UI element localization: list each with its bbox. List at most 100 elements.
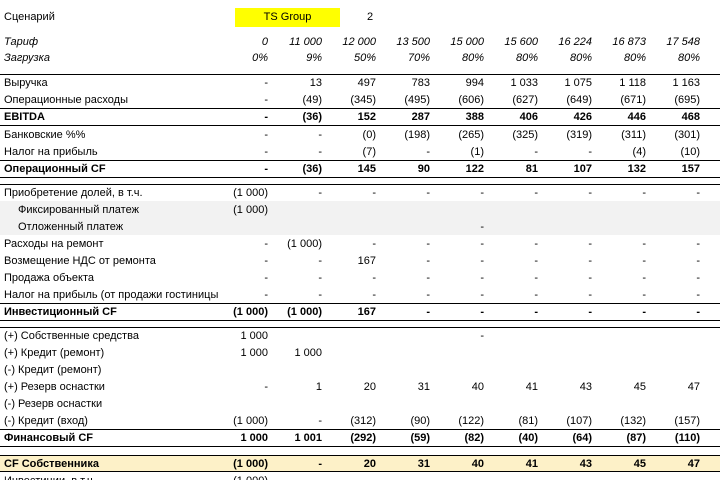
cell: 1 033 (510, 77, 538, 89)
table-row: Возмещение НДС от ремонта - - 167 - - - - - - (0, 252, 720, 269)
scenario-number[interactable]: 2 (366, 11, 374, 23)
cell: (132) (620, 414, 646, 427)
cell: - (426, 271, 430, 284)
row-label: (-) Кредит (ремонт) (4, 363, 102, 376)
cell: (90) (410, 414, 430, 427)
cell: - (480, 254, 484, 267)
table-row: Операционный CF - (36) 145 90 122 81 107 132 157 (0, 160, 720, 178)
cell: - (480, 237, 484, 250)
cell: 1 (315, 380, 322, 393)
cell: - (264, 254, 268, 267)
cell: 1 163 (672, 77, 700, 89)
cell: (49) (302, 93, 322, 106)
row-label: Инвестиции, в т.ч. (0, 475, 218, 480)
cell: - (588, 237, 592, 250)
table-row: Отложенный платеж - (0, 218, 720, 235)
cell: - (534, 254, 538, 267)
cell: - (264, 145, 268, 158)
cell: (1) (470, 145, 484, 158)
cell: - (372, 271, 376, 284)
row-label: Тариф (4, 36, 39, 48)
cell: 40 (471, 380, 484, 393)
cell: (345) (350, 93, 376, 106)
scenario-label: Сценарий (4, 11, 55, 23)
cell: - (588, 306, 592, 318)
cell: 47 (687, 380, 700, 393)
table-row: (-) Кредит (вход) (1 000) - (312) (90) (122) (… (0, 412, 720, 429)
row-label: (+) Кредит (ремонт) (4, 346, 105, 359)
cell: 40 (471, 457, 484, 470)
row-label: Инвестиционный CF (4, 306, 117, 318)
cell: 145 (357, 163, 376, 175)
table-row: Налог на прибыль (от продажи гостиницы) -… (0, 286, 720, 303)
cell: - (534, 306, 538, 318)
cell: 80% (569, 52, 592, 64)
cell: - (426, 237, 430, 250)
cell: - (696, 271, 700, 284)
cell: (671) (620, 93, 646, 106)
table-row: Выручка - 13 497 783 994 1 033 1 075 1 118 1 163 (0, 74, 720, 91)
cell: (10) (680, 145, 700, 158)
row-label: Приобретение долей, в т.ч. (4, 187, 143, 199)
cell: - (588, 254, 592, 267)
cell: 1 075 (564, 77, 592, 89)
cell: 31 (417, 457, 430, 470)
cell: (695) (674, 93, 700, 106)
cell: (157) (674, 414, 700, 427)
row-label: (+) Собственные средства (4, 330, 139, 342)
cell: - (264, 163, 268, 175)
cell: - (534, 187, 538, 199)
cell: - (318, 288, 322, 301)
cell: (1 000) (218, 475, 272, 480)
table-row: (+) Собственные средства 1 000 - (0, 327, 720, 344)
cell: (198) (404, 128, 430, 141)
row-label: Финансовый CF (4, 432, 94, 444)
cell: - (642, 288, 646, 301)
cell: 45 (633, 457, 646, 470)
cell: (495) (404, 93, 430, 106)
cell: 80% (515, 52, 538, 64)
cell: 15 000 (450, 36, 484, 48)
row-label: Возмещение НДС от ремонта (4, 254, 156, 267)
cell: - (480, 271, 484, 284)
cell: 0 (261, 36, 268, 48)
cell: - (480, 330, 484, 342)
cell: - (264, 77, 268, 89)
cell: (59) (410, 432, 430, 444)
row-label: Фиксированный платеж (18, 203, 139, 216)
cell: 43 (579, 380, 592, 393)
cell: (36) (302, 163, 322, 175)
cell: (627) (512, 93, 538, 106)
cell: 11 000 (289, 36, 322, 48)
cell: 497 (357, 77, 376, 89)
cell: - (696, 288, 700, 301)
cell: - (642, 254, 646, 267)
cell: 426 (573, 111, 592, 123)
cell: - (696, 306, 700, 318)
cell: - (696, 237, 700, 250)
cell: (1 000) (233, 187, 268, 199)
row-label: Загрузка (4, 52, 50, 64)
cell: - (264, 237, 268, 250)
cell: 1 118 (619, 77, 646, 89)
table: Тариф 0 11 000 12 000 13 500 15 000 15 600 16 2… (0, 34, 720, 480)
cell: - (264, 111, 268, 123)
cell: 41 (525, 457, 538, 470)
row-label: Налог на прибыль (4, 145, 98, 158)
cell: - (480, 187, 484, 199)
cell: (1 000) (233, 414, 268, 427)
cell: (311) (621, 128, 646, 141)
cell: - (426, 306, 430, 318)
table-row: Инвестиционный CF (1 000) (1 000) 167 - - - - - - (0, 303, 720, 321)
scenario-name[interactable]: TS Group (235, 8, 340, 27)
scenario-row: Сценарий TS Group 2 (0, 8, 720, 27)
cell: (87) (626, 432, 646, 444)
cell: 167 (357, 306, 376, 318)
cell: - (642, 187, 646, 199)
cell: - (264, 288, 268, 301)
cell: 0% (252, 52, 268, 64)
cell: - (480, 288, 484, 301)
table-row: Налог на прибыль - - (7) - (1) - - (4) (10) (0, 143, 720, 160)
cell: - (264, 128, 268, 141)
row-label: (-) Резерв оснастки (4, 397, 103, 410)
